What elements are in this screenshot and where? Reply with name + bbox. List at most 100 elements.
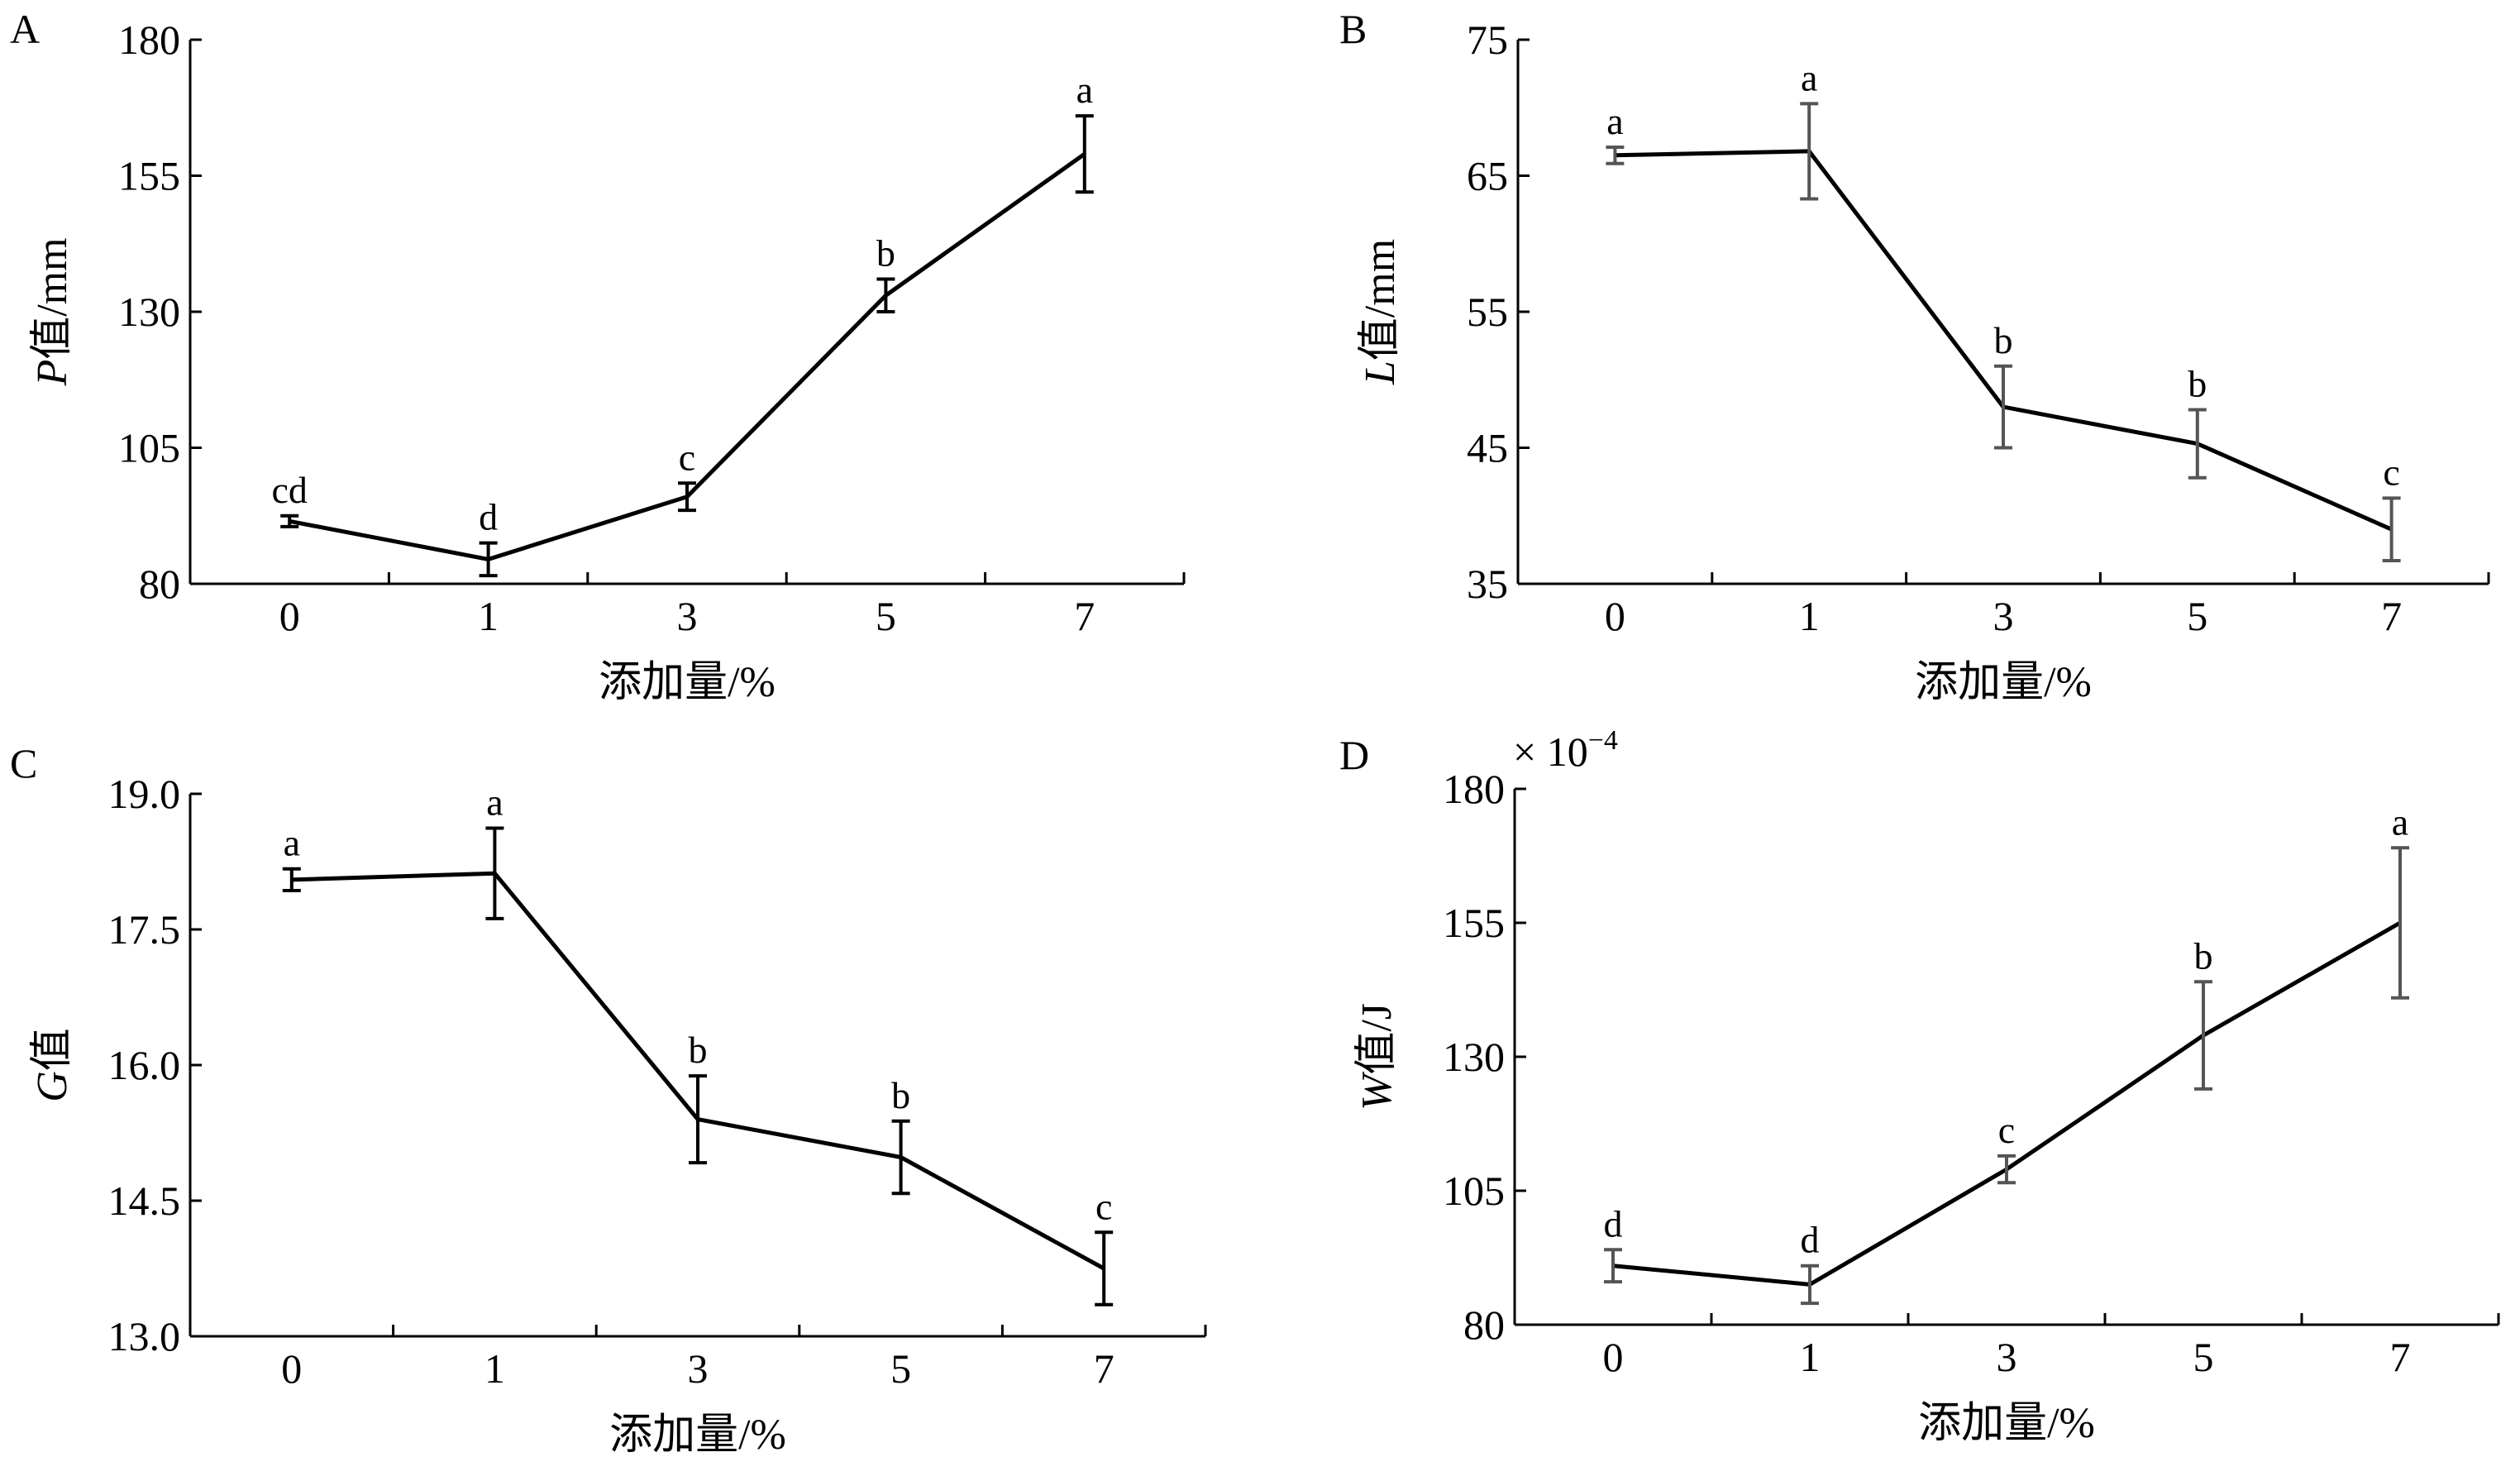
y-axis-title-unit: 值/J [1353,1003,1401,1075]
x-tick-label: 5 [876,593,896,639]
x-tick-label: 7 [2381,593,2402,639]
x-tick-label: 1 [478,593,499,639]
error-bar [2382,496,2401,563]
x-axis-title: 添加量/% [599,659,776,706]
error-bar [678,481,696,513]
panel-letter: B [1339,6,1367,52]
x-tick-label: 3 [1993,593,2014,639]
significance-label: d [479,496,498,538]
series-line [1612,920,2402,1287]
x-tick-label: 7 [1094,1345,1114,1392]
panel-letter: C [10,740,37,786]
y-tick-label: 105 [118,425,180,471]
error-bar [1095,1230,1114,1307]
x-axis-title: 添加量/% [1915,659,2092,706]
error-bar [891,1119,910,1196]
y-axis-title: G值 [29,1028,76,1102]
significance-label: a [1801,56,1817,98]
y-tick-label: 19.0 [108,771,181,817]
axis-multiplier: × 10−4 [1513,725,1618,775]
y-axis-title-symbol: W [1353,1071,1401,1111]
y-tick-label: 55 [1467,289,1508,335]
panel-letter: D [1339,732,1369,778]
chart-panel-a: A 80 105 130 155 180 0 1 3 5 7 添加量/% P值/mm cd d c b a [10,6,1186,706]
y-tick-label: 130 [118,289,180,335]
error-bar [2194,980,2212,1091]
x-tick-label: 1 [1800,1334,1821,1380]
error-bar [689,1074,707,1165]
error-bar [1800,102,1819,201]
axis-multiplier-exponent: −4 [1588,725,1618,756]
y-tick-label: 13.0 [108,1313,181,1359]
y-tick-label: 17.5 [108,906,181,953]
y-tick-label: 45 [1467,425,1508,471]
error-bar [1997,1154,2016,1185]
error-bar [1801,1264,1819,1306]
significance-label: c [1095,1185,1112,1227]
error-bar [280,514,299,528]
x-tick-label: 3 [677,593,698,639]
y-tick-label: 80 [1463,1302,1505,1348]
significance-label: b [891,1074,910,1116]
significance-label: a [284,822,300,864]
x-tick-label: 0 [279,593,300,639]
y-axis-title: L值/mm [1357,239,1404,385]
significance-label: cd [271,469,307,511]
x-tick-label: 1 [1799,593,1820,639]
error-bar [1606,145,1625,165]
significance-label: d [1801,1219,1820,1261]
x-tick-label: 7 [1074,593,1095,639]
x-tick-label: 5 [2187,593,2207,639]
x-axis-title: 添加量/% [1918,1400,2095,1447]
y-tick-label: 75 [1467,17,1508,63]
y-axis-title-unit: 值/mm [1357,239,1404,361]
chart-panel-d: D 80 105 130 155 180 0 1 3 5 7 添加量/% W值/J × 10−4 d d c b a [1339,725,2500,1447]
x-tick-label: 3 [688,1345,709,1392]
x-tick-label: 5 [890,1345,911,1392]
y-tick-label: 180 [118,17,180,63]
y-axis-title-unit: 值/mm [29,237,76,359]
x-tick-label: 0 [1605,593,1625,639]
y-tick-label: 105 [1443,1168,1505,1214]
significance-label: b [876,232,895,275]
y-tick-label: 16.0 [108,1042,181,1088]
y-tick-label: 155 [1443,900,1505,946]
y-tick-label: 130 [1443,1034,1505,1080]
y-axis-title: W值/J [1353,1003,1401,1111]
chart-panel-c: C 13.0 14.5 16.0 17.5 19.0 0 1 3 5 7 添加量/% G值 a a b b c [10,740,1207,1457]
error-bar [282,867,301,892]
y-axis-title-symbol: L [1357,361,1404,385]
y-axis-title-unit: 值 [29,1028,76,1071]
significance-label: a [486,781,503,824]
error-bar [479,541,498,578]
significance-label: b [2188,362,2207,404]
panel-letter: A [10,6,40,52]
y-tick-label: 65 [1467,153,1508,199]
significance-label: c [679,436,695,478]
error-bar [1604,1248,1622,1284]
y-axis-title-symbol: P [29,360,76,387]
error-bar [1075,114,1094,194]
x-tick-label: 3 [1997,1334,2017,1380]
y-tick-label: 180 [1443,766,1505,812]
x-tick-label: 7 [2390,1334,2411,1380]
error-bar [876,277,895,313]
axis-multiplier-base: × 10 [1513,728,1588,775]
error-bar [2391,846,2409,1000]
x-tick-label: 5 [2193,1334,2214,1380]
y-tick-label: 14.5 [108,1178,181,1224]
significance-label: a [1076,69,1093,111]
y-axis-title-symbol: G [29,1071,76,1102]
y-tick-label: 35 [1467,561,1508,607]
y-axis-title: P值/mm [29,237,76,386]
significance-label: c [2383,451,2399,493]
error-bar [1994,364,2012,450]
y-tick-label: 155 [118,153,180,199]
significance-label: c [1998,1109,2015,1151]
x-axis-title: 添加量/% [609,1412,786,1457]
x-tick-label: 1 [484,1345,505,1392]
x-tick-label: 0 [1603,1334,1624,1380]
error-bar [485,826,504,920]
